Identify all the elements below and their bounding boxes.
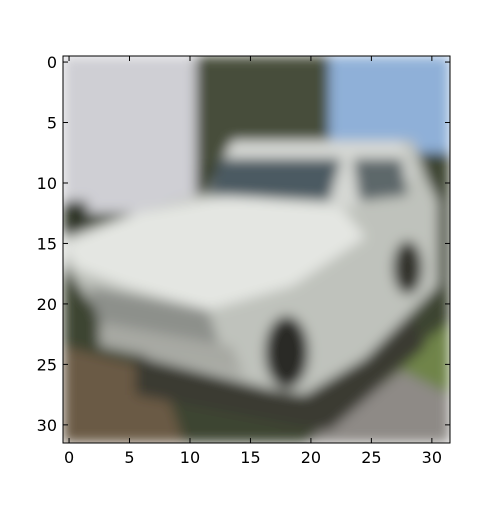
x-tick-label: 25 bbox=[361, 448, 381, 467]
y-tick-label: 25 bbox=[37, 355, 57, 374]
y-tick-label: 15 bbox=[37, 234, 57, 253]
image-grille bbox=[87, 285, 221, 347]
x-tick-label: 10 bbox=[180, 448, 200, 467]
x-axis: 0 5 10 15 20 25 30 bbox=[64, 56, 442, 467]
image-sky bbox=[329, 56, 450, 153]
x-tick-label: 0 bbox=[64, 448, 74, 467]
image-car-hood bbox=[63, 195, 366, 310]
image-plot bbox=[63, 56, 450, 443]
image-wheel-rear bbox=[393, 241, 423, 295]
y-tick-label: 20 bbox=[37, 295, 57, 314]
y-tick-label: 5 bbox=[47, 114, 57, 133]
image-bumper bbox=[99, 322, 245, 377]
image-wheel-front bbox=[264, 316, 309, 389]
x-tick-label: 15 bbox=[240, 448, 260, 467]
x-tick-label: 30 bbox=[422, 448, 442, 467]
y-tick-label: 30 bbox=[37, 416, 57, 435]
image-raster bbox=[63, 56, 450, 443]
image-windshield bbox=[208, 158, 342, 202]
image-building bbox=[63, 56, 197, 214]
image-road bbox=[304, 370, 450, 443]
x-tick-label: 20 bbox=[301, 448, 321, 467]
x-tick-label: 5 bbox=[124, 448, 134, 467]
image-side-window bbox=[353, 158, 408, 202]
y-axis: 0 5 10 15 20 25 30 bbox=[37, 53, 450, 435]
y-tick-label: 0 bbox=[47, 53, 57, 72]
axes-frame bbox=[62, 55, 451, 444]
y-tick-label: 10 bbox=[37, 174, 57, 193]
